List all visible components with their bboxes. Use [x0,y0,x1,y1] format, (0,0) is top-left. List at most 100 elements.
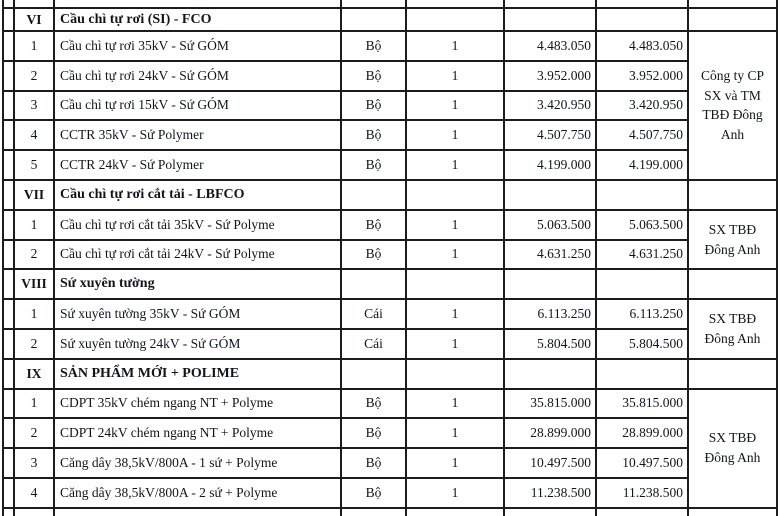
spacer-cell [595,0,689,9]
spacer-cell [503,506,597,516]
spacer-cell [2,89,15,122]
unit-price-cell: 4.507.750 [503,119,597,152]
total-price-cell: 11.238.500 [595,476,689,509]
spacer-cell [2,208,15,241]
spacer-cell [687,0,778,9]
partial-row-top [2,0,778,9]
unit-price-cell: 6.113.250 [503,298,597,330]
unit-price-cell: 3.420.950 [503,89,597,122]
total-price-cell: 5.804.500 [595,327,689,360]
unit-cell: Bộ [340,417,407,450]
table-row: 3 Cầu chì tự rơi 15kV - Sứ GÓM Bộ 1 3.42… [2,89,777,122]
table-row: 2 Cầu chì tự rơi cắt tải 24kV - Sứ Polym… [2,238,777,271]
unit-price-cell: 28.899.000 [503,417,597,450]
section-title-cell: Cầu chì tự rơi cắt tải - LBFCO [53,178,342,211]
unit-cell [340,357,407,390]
table-row: 2 Sứ xuyên tường 24kV - Sứ GÓM Cái 1 5.8… [2,327,777,360]
item-description-cell: Sứ xuyên tường 35kV - Sứ GÓM [53,298,342,330]
total-price-cell [595,178,689,211]
quantity-cell: 1 [405,149,505,181]
quantity-cell: 1 [405,298,505,330]
quantity-cell [405,178,505,211]
total-price-cell: 4.631.250 [595,238,689,271]
total-price-cell: 4.199.000 [595,149,689,181]
row-number-cell: 2 [13,59,55,92]
table-row: 5 CCTR 24kV - Sứ Polymer Bộ 1 4.199.000 … [2,149,777,181]
quantity-cell: 1 [405,417,505,450]
row-number-cell: 4 [13,476,55,509]
spacer-cell [13,0,55,9]
quantity-cell: 1 [405,59,505,92]
quantity-cell: 1 [405,238,505,271]
section-header-row: VI Cầu chì tự rơi (SI) - FCO [2,7,778,32]
table-row: 3 Căng dây 38,5kV/800A - 1 sứ + Polyme B… [2,447,777,479]
spacer-cell [2,238,15,271]
item-description-cell: Cầu chì tự rơi 35kV - Sứ GÓM [53,30,342,62]
item-description-cell: CDPT 35kV chém ngang NT + Polyme [53,387,342,420]
unit-cell: Bộ [340,238,407,271]
spacer-cell [340,506,407,516]
unit-price-cell: 5.063.500 [503,208,597,241]
quantity-cell: 1 [405,447,505,479]
item-description-cell: CCTR 24kV - Sứ Polymer [53,149,342,181]
unit-cell [340,178,407,211]
supplier-cell: SX TBĐ Đông Anh [687,298,778,360]
item-description-cell: CDPT 24kV chém ngang NT + Polyme [53,417,342,450]
unit-cell: Bộ [340,387,407,420]
section-roman-cell: IX [13,357,55,390]
total-price-cell: 3.952.000 [595,59,689,92]
section-header-row: VIII Sứ xuyên tường [2,268,778,301]
unit-price-cell: 5.804.500 [503,327,597,360]
unit-cell: Bộ [340,30,407,62]
quantity-cell: 1 [405,89,505,122]
item-description-cell: CCTR 35kV - Sứ Polymer [53,119,342,152]
row-number-cell: 3 [13,447,55,479]
item-description-cell: Cầu chì tự rơi 15kV - Sứ GÓM [53,89,342,122]
unit-price-cell: 3.952.000 [503,59,597,92]
row-number-cell: 1 [13,298,55,330]
spacer-cell [2,30,15,62]
section-title-cell: Cầu chì tự rơi (SI) - FCO [53,7,342,32]
spacer-cell [2,327,15,360]
item-description-cell: Căng dây 38,5kV/800A - 1 sứ + Polyme [53,447,342,479]
spacer-cell [2,506,15,516]
quantity-cell [405,268,505,301]
quantity-cell [405,357,505,390]
section-roman-cell: VIII [13,268,55,301]
supplier-cell: Công ty CP SX và TM TBĐ Đông Anh [687,30,778,181]
unit-cell: Bộ [340,476,407,509]
total-price-cell [595,268,689,301]
total-price-cell: 3.420.950 [595,89,689,122]
spacer-cell [2,0,15,9]
quantity-cell: 1 [405,387,505,420]
spacer-cell [2,357,15,390]
unit-price-cell: 4.631.250 [503,238,597,271]
unit-price-cell [503,178,597,211]
row-number-cell: 2 [13,417,55,450]
quantity-cell: 1 [405,208,505,241]
unit-price-cell [503,357,597,390]
unit-price-cell: 4.199.000 [503,149,597,181]
total-price-cell: 35.815.000 [595,387,689,420]
item-description-cell: Cầu chì tự rơi cắt tải 35kV - Sứ Polyme [53,208,342,241]
section-title-cell: SẢN PHẨM MỚI + POLIME [53,357,342,390]
table-row: 2 CDPT 24kV chém ngang NT + Polyme Bộ 1 … [2,417,777,450]
total-price-cell: 28.899.000 [595,417,689,450]
quantity-cell: 1 [405,327,505,360]
spacer-cell [2,476,15,509]
unit-cell: Bộ [340,149,407,181]
unit-price-cell: 11.238.500 [503,476,597,509]
spacer-cell [340,0,407,9]
spacer-cell [2,119,15,152]
supplier-cell [687,178,778,211]
supplier-cell [687,268,778,301]
unit-cell [340,268,407,301]
unit-cell [340,7,407,32]
spacer-cell [13,506,55,516]
unit-price-cell: 4.483.050 [503,30,597,62]
table-row: 4 CCTR 35kV - Sứ Polymer Bộ 1 4.507.750 … [2,119,777,152]
section-roman-cell: VII [13,178,55,211]
spacer-cell [2,268,15,301]
row-number-cell: 2 [13,327,55,360]
